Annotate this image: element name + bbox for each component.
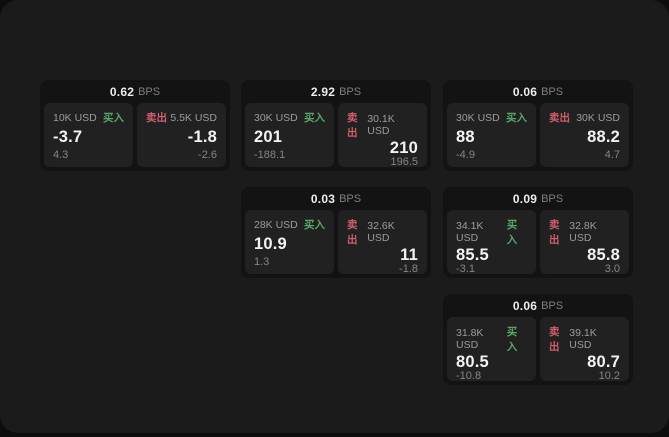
bps-header: 0.09 BPS [447, 187, 629, 210]
bps-value: 0.06 [512, 84, 538, 99]
bps-value: 2.92 [310, 84, 336, 99]
sell-price: 210 [389, 139, 418, 157]
sell-amount: 39.1K USD [569, 327, 597, 351]
sell-tile[interactable]: 卖出 32.6K USD 11 -1.8 [338, 210, 427, 274]
quote-card-1: 0.62 BPS 10K USD 买入 -3.7 4.3 卖出 5.5K USD… [40, 80, 230, 171]
bps-header: 2.92 BPS [245, 80, 427, 103]
sell-price: 80.7 [587, 353, 620, 371]
buy-amount: 34.1K USD [456, 220, 484, 244]
bps-unit: BPS [339, 85, 362, 98]
bps-header: 0.62 BPS [44, 80, 226, 103]
buy-amount: 31.8K USD [456, 327, 484, 351]
sell-label: 卖出 [549, 112, 570, 124]
sell-amount: 5.5K USD [170, 111, 217, 124]
quote-card-6: 0.06 BPS 31.8K USD 买入 80.5 -10.8 卖出 39.1… [443, 294, 633, 385]
sell-tile[interactable]: 卖出 30.1K USD 210 196.5 [338, 103, 427, 167]
sell-tile[interactable]: 卖出 39.1K USD 80.7 10.2 [540, 317, 629, 381]
buy-price: 85.5 [456, 246, 489, 264]
buy-delta: -10.8 [456, 369, 482, 382]
buy-label: 买入 [304, 219, 325, 231]
buy-delta: 1.3 [254, 256, 270, 268]
bps-unit: BPS [541, 85, 564, 98]
quote-tiles: 34.1K USD 买入 85.5 -3.1 卖出 32.8K USD 85.8… [447, 210, 629, 274]
buy-price: 10.9 [254, 235, 287, 254]
bps-value: 0.62 [109, 84, 135, 99]
quote-card-3: 0.06 BPS 30K USD 买入 88 -4.9 卖出 30K USD 8… [443, 80, 633, 171]
sell-delta: 196.5 [390, 155, 418, 168]
buy-tile[interactable]: 34.1K USD 买入 85.5 -3.1 [447, 210, 536, 274]
quote-card-2: 2.92 BPS 30K USD 买入 201 -188.1 卖出 30.1K … [241, 80, 431, 171]
sell-delta: 3.0 [604, 262, 620, 275]
quote-card-5: 0.09 BPS 34.1K USD 买入 85.5 -3.1 卖出 32.8K… [443, 187, 633, 278]
buy-price: 88 [456, 128, 475, 147]
bps-unit: BPS [541, 299, 564, 312]
bps-value: 0.03 [310, 191, 336, 206]
buy-label: 买入 [304, 112, 325, 124]
sell-price: 85.8 [587, 246, 620, 264]
bps-unit: BPS [541, 192, 564, 205]
quote-card-4: 0.03 BPS 28K USD 买入 10.9 1.3 卖出 32.6K US… [241, 187, 431, 278]
buy-amount: 30K USD [254, 111, 298, 124]
sell-delta: 10.2 [598, 369, 620, 382]
sell-label: 卖出 [549, 326, 560, 353]
sell-delta: 4.7 [604, 149, 620, 161]
buy-tile[interactable]: 30K USD 买入 88 -4.9 [447, 103, 536, 167]
sell-amount: 30.1K USD [367, 113, 395, 137]
sell-delta: -1.8 [399, 262, 418, 275]
sell-price: 88.2 [587, 128, 620, 147]
buy-label: 买入 [506, 326, 518, 353]
sell-tile[interactable]: 卖出 30K USD 88.2 4.7 [540, 103, 629, 167]
buy-delta: 4.3 [53, 149, 69, 161]
quote-tiles: 30K USD 买入 201 -188.1 卖出 30.1K USD 210 1… [245, 103, 427, 167]
quote-tiles: 30K USD 买入 88 -4.9 卖出 30K USD 88.2 4.7 [447, 103, 629, 167]
buy-label: 买入 [506, 219, 518, 246]
buy-amount: 30K USD [456, 111, 500, 124]
quote-tiles: 31.8K USD 买入 80.5 -10.8 卖出 39.1K USD 80.… [447, 317, 629, 381]
buy-tile[interactable]: 31.8K USD 买入 80.5 -10.8 [447, 317, 536, 381]
sell-amount: 32.8K USD [569, 220, 597, 244]
bps-value: 0.09 [512, 191, 538, 206]
buy-label: 买入 [506, 112, 527, 124]
buy-delta: -4.9 [456, 149, 475, 161]
bps-unit: BPS [138, 85, 161, 98]
sell-label: 卖出 [549, 219, 560, 246]
buy-price: -3.7 [53, 128, 83, 147]
buy-amount: 28K USD [254, 218, 298, 231]
buy-delta: -188.1 [254, 149, 286, 161]
sell-price: -1.8 [187, 128, 217, 147]
buy-tile[interactable]: 28K USD 买入 10.9 1.3 [245, 210, 334, 274]
quote-tiles: 10K USD 买入 -3.7 4.3 卖出 5.5K USD -1.8 -2.… [44, 103, 226, 167]
sell-label: 卖出 [347, 219, 358, 246]
buy-price: 80.5 [456, 353, 489, 371]
bps-header: 0.06 BPS [447, 80, 629, 103]
buy-tile[interactable]: 30K USD 买入 201 -188.1 [245, 103, 334, 167]
buy-label: 买入 [103, 112, 124, 124]
sell-delta: -2.6 [198, 149, 217, 161]
sell-amount: 30K USD [576, 111, 620, 124]
buy-price: 201 [254, 128, 283, 147]
bps-value: 0.06 [512, 298, 538, 313]
buy-delta: -3.1 [456, 262, 475, 275]
bps-unit: BPS [339, 192, 362, 205]
sell-price: 11 [400, 246, 418, 264]
bps-header: 0.06 BPS [447, 294, 629, 317]
buy-tile[interactable]: 10K USD 买入 -3.7 4.3 [44, 103, 133, 167]
sell-amount: 32.6K USD [367, 220, 395, 244]
quote-tiles: 28K USD 买入 10.9 1.3 卖出 32.6K USD 11 -1.8 [245, 210, 427, 274]
bps-header: 0.03 BPS [245, 187, 427, 210]
sell-label: 卖出 [347, 112, 358, 139]
buy-amount: 10K USD [53, 111, 97, 124]
sell-tile[interactable]: 卖出 32.8K USD 85.8 3.0 [540, 210, 629, 274]
sell-label: 卖出 [146, 112, 167, 124]
sell-tile[interactable]: 卖出 5.5K USD -1.8 -2.6 [137, 103, 226, 167]
